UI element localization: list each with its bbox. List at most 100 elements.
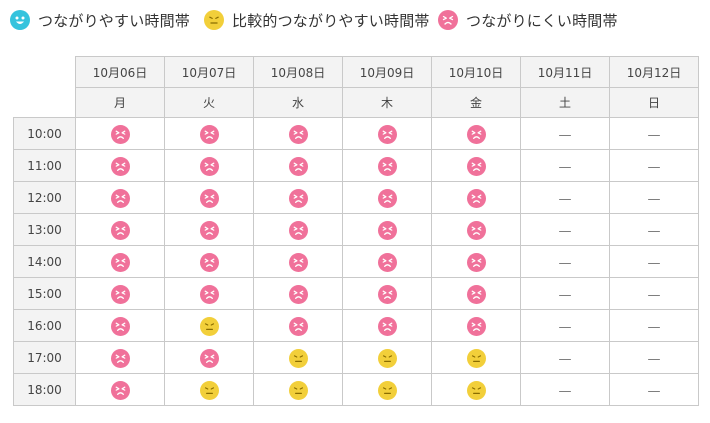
availability-cell: [253, 245, 343, 278]
availability-cell: [164, 149, 254, 182]
frown-face-icon: [288, 188, 308, 208]
availability-cell: —: [520, 117, 610, 150]
frown-face-icon: [288, 316, 308, 336]
frown-face-icon: [288, 220, 308, 240]
frown-face-icon: [288, 252, 308, 272]
neutral-face-icon: [466, 348, 486, 368]
availability-cell: —: [609, 309, 699, 342]
availability-cell: [342, 149, 432, 182]
frown-face-icon: [199, 124, 219, 144]
availability-cell: [75, 181, 165, 214]
availability-cell: —: [609, 149, 699, 182]
time-label: 11:00: [13, 149, 76, 182]
table-row: 15:00 — —: [13, 277, 699, 310]
no-service-dash: —: [558, 160, 572, 175]
no-service-dash: —: [558, 192, 572, 207]
availability-cell: —: [520, 309, 610, 342]
availability-cell: [431, 373, 521, 406]
no-service-dash: —: [647, 160, 661, 175]
availability-cell: [75, 213, 165, 246]
frown-face-icon: [466, 124, 486, 144]
availability-cell: —: [520, 341, 610, 374]
weekday-header: 木: [342, 87, 432, 118]
frown-face-icon: [377, 220, 397, 240]
legend-item-busy: つながりにくい時間帯: [438, 8, 618, 32]
neutral-face-icon: [466, 380, 486, 400]
availability-cell: —: [609, 213, 699, 246]
date-header: 10月08日: [253, 56, 343, 88]
date-header: 10月09日: [342, 56, 432, 88]
corner-cell: [13, 56, 76, 88]
frown-face-icon: [466, 252, 486, 272]
frown-face-icon: [110, 188, 130, 208]
availability-cell: —: [609, 277, 699, 310]
availability-cell: [431, 213, 521, 246]
frown-face-icon: [288, 284, 308, 304]
availability-table: 10月06日 10月07日 10月08日 10月09日 10月10日 10月11…: [13, 56, 699, 406]
time-label: 15:00: [13, 277, 76, 310]
frown-face-icon: [466, 156, 486, 176]
date-header-row: 10月06日 10月07日 10月08日 10月09日 10月10日 10月11…: [13, 56, 699, 88]
availability-cell: [431, 117, 521, 150]
availability-cell: [253, 117, 343, 150]
weekday-header: 土: [520, 87, 610, 118]
availability-cell: [253, 309, 343, 342]
availability-cell: [431, 309, 521, 342]
availability-cell: [431, 341, 521, 374]
time-label: 17:00: [13, 341, 76, 374]
availability-cell: [253, 373, 343, 406]
frown-face-icon: [377, 188, 397, 208]
legend-item-good: つながりやすい時間帯: [10, 8, 190, 32]
table-row: 14:00 — —: [13, 245, 699, 278]
no-service-dash: —: [647, 384, 661, 399]
neutral-face-icon: [377, 380, 397, 400]
neutral-face-icon: [199, 316, 219, 336]
availability-cell: [431, 245, 521, 278]
availability-cell: —: [520, 373, 610, 406]
time-label: 13:00: [13, 213, 76, 246]
availability-cell: [342, 117, 432, 150]
table-row: 12:00 — —: [13, 181, 699, 214]
frown-face-icon: [199, 284, 219, 304]
neutral-face-icon: [199, 380, 219, 400]
availability-cell: [164, 277, 254, 310]
availability-cell: [75, 149, 165, 182]
frown-face-icon: [199, 188, 219, 208]
frown-face-icon: [288, 156, 308, 176]
availability-cell: —: [609, 117, 699, 150]
no-service-dash: —: [647, 352, 661, 367]
availability-cell: [75, 117, 165, 150]
table-row: 18:00 — —: [13, 373, 699, 406]
weekday-header: 日: [609, 87, 699, 118]
table-row: 16:00 — —: [13, 309, 699, 342]
availability-cell: [253, 277, 343, 310]
availability-cell: [342, 373, 432, 406]
availability-cell: [342, 277, 432, 310]
legend-item-fair: 比較的つながりやすい時間帯: [204, 8, 430, 32]
weekday-header: 金: [431, 87, 521, 118]
frown-face-icon: [438, 10, 458, 30]
availability-cell: [75, 277, 165, 310]
availability-cell: [342, 181, 432, 214]
neutral-face-icon: [204, 10, 224, 30]
weekday-header: 火: [164, 87, 254, 118]
frown-face-icon: [110, 284, 130, 304]
availability-cell: [75, 309, 165, 342]
frown-face-icon: [110, 380, 130, 400]
frown-face-icon: [377, 124, 397, 144]
availability-cell: —: [609, 373, 699, 406]
frown-face-icon: [110, 316, 130, 336]
availability-cell: [164, 117, 254, 150]
no-service-dash: —: [647, 224, 661, 239]
availability-cell: [75, 245, 165, 278]
frown-face-icon: [288, 124, 308, 144]
frown-face-icon: [377, 252, 397, 272]
availability-cell: [253, 149, 343, 182]
no-service-dash: —: [647, 192, 661, 207]
availability-cell: —: [609, 341, 699, 374]
no-service-dash: —: [558, 320, 572, 335]
availability-cell: [342, 213, 432, 246]
neutral-face-icon: [288, 348, 308, 368]
availability-cell: [431, 149, 521, 182]
availability-cell: [164, 213, 254, 246]
